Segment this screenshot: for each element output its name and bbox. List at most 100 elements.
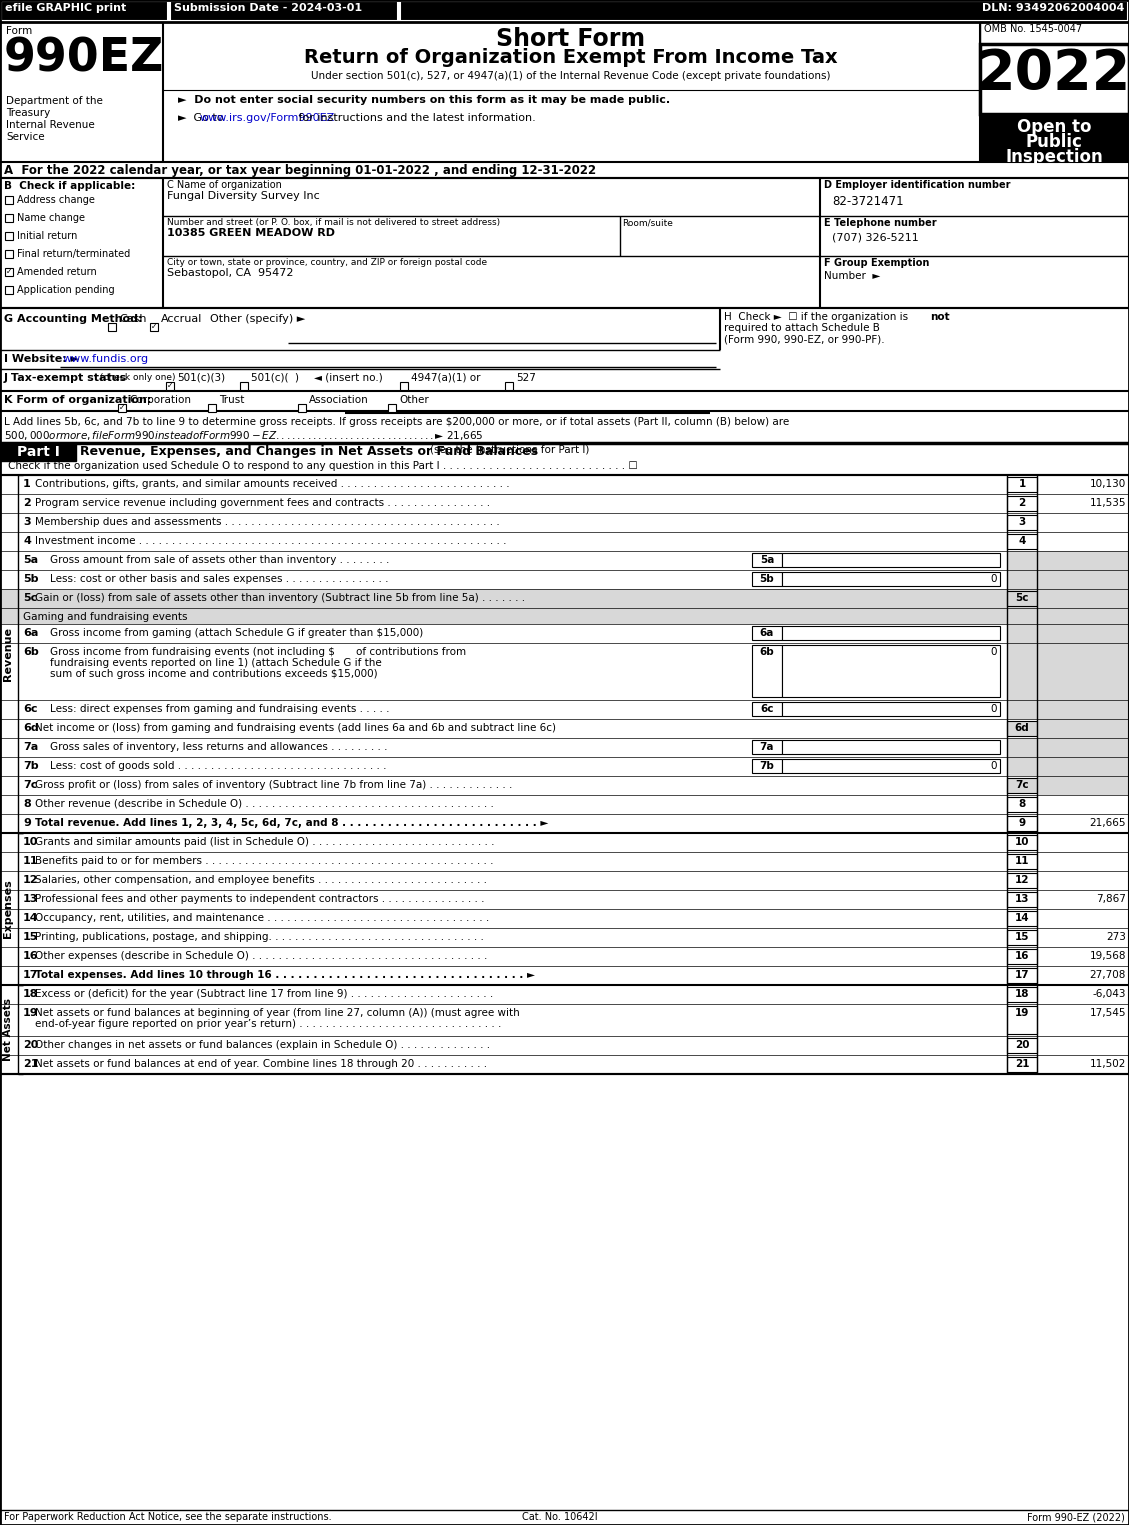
Bar	[1007, 1057, 1038, 1072]
Text: G Accounting Method:: G Accounting Method:	[5, 314, 142, 323]
Text: 11: 11	[23, 856, 38, 866]
Text: 6d: 6d	[1015, 723, 1030, 734]
Bar	[0, 1055, 1129, 1074]
Text: Gross amount from sale of assets other than inventory . . . . . . . .: Gross amount from sale of assets other t…	[50, 555, 390, 564]
Text: (707) 326-5211: (707) 326-5211	[832, 233, 919, 242]
Bar	[1007, 778, 1038, 793]
Text: 8: 8	[23, 799, 30, 808]
Bar	[1007, 738, 1129, 756]
Bar	[752, 625, 782, 640]
Bar	[782, 759, 1000, 773]
Text: I Website: ►: I Website: ►	[5, 354, 79, 364]
Bar	[0, 162, 1129, 178]
Bar	[1007, 1006, 1038, 1034]
Text: 14: 14	[1015, 913, 1030, 923]
Text: Open to: Open to	[1017, 117, 1092, 136]
Bar	[0, 1035, 1129, 1055]
Text: www.fundis.org: www.fundis.org	[63, 354, 149, 364]
Text: C Name of organization: C Name of organization	[167, 180, 282, 191]
Bar	[1007, 836, 1038, 849]
Text: Accrual: Accrual	[161, 314, 202, 323]
Text: 17,545: 17,545	[1089, 1008, 1126, 1019]
Bar	[0, 756, 1129, 776]
Bar	[752, 702, 782, 717]
Text: Internal Revenue: Internal Revenue	[6, 120, 95, 130]
Text: Net Assets: Net Assets	[3, 997, 14, 1061]
Text: $500,000 or more, file Form 990 instead of Form 990-EZ . . . . . . . . . . . . .: $500,000 or more, file Form 990 instead …	[5, 429, 483, 442]
Bar	[0, 21, 1129, 162]
Text: 11,535: 11,535	[1089, 499, 1126, 508]
Text: Name change: Name change	[17, 214, 85, 223]
Text: 19: 19	[23, 1008, 38, 1019]
Text: ✓: ✓	[167, 381, 173, 390]
Text: 273: 273	[1106, 932, 1126, 942]
Bar	[388, 404, 396, 412]
Text: 527: 527	[516, 374, 536, 383]
Text: Cash: Cash	[119, 314, 147, 323]
Text: 11,502: 11,502	[1089, 1058, 1126, 1069]
Bar	[1007, 816, 1038, 831]
Bar	[1007, 1039, 1038, 1052]
Text: Trust: Trust	[219, 395, 244, 406]
Bar	[1007, 515, 1038, 531]
Text: 7b: 7b	[23, 761, 38, 772]
Bar	[505, 381, 513, 390]
Text: Less: direct expenses from gaming and fundraising events . . . . .: Less: direct expenses from gaming and fu…	[50, 705, 390, 714]
Text: ◄ (insert no.): ◄ (insert no.)	[314, 374, 383, 383]
Bar	[240, 381, 248, 390]
Text: 0: 0	[990, 647, 997, 657]
Text: Benefits paid to or for members . . . . . . . . . . . . . . . . . . . . . . . . : Benefits paid to or for members . . . . …	[35, 856, 493, 866]
Bar	[782, 554, 1000, 567]
Bar	[5, 197, 14, 204]
Bar	[782, 740, 1000, 753]
Text: 6c: 6c	[23, 705, 37, 714]
Text: 7a: 7a	[23, 743, 38, 752]
Bar	[1007, 910, 1038, 926]
Text: 10: 10	[23, 837, 38, 846]
Text: (see the instructions for Part I): (see the instructions for Part I)	[430, 445, 589, 454]
Text: Revenue: Revenue	[3, 627, 14, 682]
Text: 21,665: 21,665	[1089, 817, 1126, 828]
Text: 5c: 5c	[23, 593, 37, 602]
Text: 6a: 6a	[23, 628, 38, 637]
Bar	[752, 740, 782, 753]
Bar	[0, 1003, 1129, 1035]
Text: 5a: 5a	[760, 555, 774, 564]
Text: Inspection: Inspection	[1005, 148, 1103, 166]
Text: 4: 4	[23, 535, 30, 546]
Text: for instructions and the latest information.: for instructions and the latest informat…	[295, 113, 536, 124]
Text: 20: 20	[23, 1040, 38, 1051]
Bar	[0, 965, 1129, 985]
Text: Room/suite: Room/suite	[622, 218, 673, 227]
Bar	[0, 700, 1129, 718]
Text: 6b: 6b	[760, 647, 774, 657]
Bar	[0, 512, 1129, 532]
Text: 16: 16	[1015, 952, 1030, 961]
Bar	[782, 625, 1000, 640]
Bar	[0, 551, 1129, 570]
Text: Gross sales of inventory, less returns and allowances . . . . . . . . .: Gross sales of inventory, less returns a…	[50, 743, 387, 752]
Text: Sebastopol, CA  95472: Sebastopol, CA 95472	[167, 268, 294, 278]
Text: OMB No. 1545-0047: OMB No. 1545-0047	[984, 24, 1082, 34]
Text: City or town, state or province, country, and ZIP or foreign postal code: City or town, state or province, country…	[167, 258, 487, 267]
Text: efile GRAPHIC print: efile GRAPHIC print	[5, 3, 126, 14]
Text: 501(c)(  ): 501(c)( )	[251, 374, 299, 383]
Bar	[0, 909, 1129, 929]
Bar	[5, 268, 14, 276]
Text: Number and street (or P. O. box, if mail is not delivered to street address): Number and street (or P. O. box, if mail…	[167, 218, 500, 227]
Bar	[5, 287, 14, 294]
Text: Part I: Part I	[17, 445, 60, 459]
Bar	[108, 323, 116, 331]
Text: 27,708: 27,708	[1089, 970, 1126, 981]
Bar	[5, 214, 14, 223]
Text: 12: 12	[23, 875, 38, 884]
Text: 6a: 6a	[760, 628, 774, 637]
Text: Service: Service	[6, 133, 45, 142]
Text: 9: 9	[23, 817, 30, 828]
Text: Printing, publications, postage, and shipping. . . . . . . . . . . . . . . . . .: Printing, publications, postage, and shi…	[35, 932, 484, 942]
Bar	[0, 891, 1129, 909]
Bar	[1007, 592, 1038, 605]
Text: L Add lines 5b, 6c, and 7b to line 9 to determine gross receipts. If gross recei: L Add lines 5b, 6c, and 7b to line 9 to …	[5, 416, 789, 427]
Text: Initial return: Initial return	[17, 230, 78, 241]
Text: 82-3721471: 82-3721471	[832, 195, 903, 207]
